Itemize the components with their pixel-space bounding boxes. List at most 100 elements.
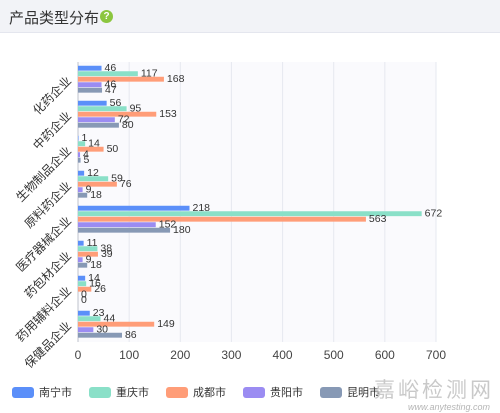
bar	[78, 152, 81, 158]
data-label: 76	[120, 178, 132, 190]
watermark-url: www.anytesting.com	[407, 402, 490, 412]
data-label: 95	[130, 103, 142, 115]
x-tick-label: 500	[324, 348, 344, 362]
bar	[78, 251, 98, 257]
bar	[78, 170, 85, 176]
data-label: 14	[88, 272, 100, 284]
data-label: 56	[110, 97, 122, 109]
bar	[78, 135, 79, 141]
legend-swatch	[166, 386, 188, 398]
data-label: 12	[87, 167, 99, 179]
x-tick-label: 700	[426, 348, 446, 362]
bar	[78, 141, 86, 147]
bar	[78, 122, 119, 128]
bar	[78, 117, 115, 123]
legend-item[interactable]: 重庆市	[89, 384, 149, 400]
data-label: 46	[105, 79, 117, 91]
data-label: 149	[157, 318, 175, 330]
data-label: 47	[105, 84, 117, 96]
data-label: 16	[89, 278, 101, 290]
bar	[78, 87, 103, 93]
bar	[78, 286, 92, 292]
data-label: 23	[93, 307, 105, 319]
data-label: 168	[167, 73, 185, 85]
bar	[78, 65, 102, 71]
legend-label: 重庆市	[116, 387, 149, 399]
bar	[78, 275, 86, 281]
bar	[78, 316, 101, 322]
legend-item[interactable]: 成都市	[166, 384, 226, 400]
data-label: 38	[100, 243, 112, 255]
x-tick-label: 600	[375, 348, 395, 362]
bar	[78, 157, 81, 163]
data-label: 0	[81, 294, 87, 306]
data-label: 563	[369, 213, 387, 225]
data-label: 18	[90, 259, 102, 271]
legend-label: 昆明市	[347, 387, 380, 399]
category-label: 化药企业	[30, 73, 75, 118]
legend-label: 成都市	[193, 387, 226, 399]
bar	[78, 321, 155, 327]
bar	[78, 146, 104, 152]
help-circle-icon[interactable]: ?	[100, 10, 113, 23]
panel-header: 产品类型分布 ?	[0, 0, 500, 33]
data-label: 5	[84, 154, 90, 166]
bar	[78, 76, 164, 82]
data-label: 180	[173, 224, 191, 236]
data-label: 59	[111, 173, 123, 185]
bar	[78, 205, 190, 211]
plot-background	[78, 62, 436, 342]
bar	[78, 71, 138, 77]
bar	[78, 216, 366, 222]
bar	[78, 181, 117, 187]
data-label: 18	[90, 189, 102, 201]
x-tick-label: 300	[221, 348, 241, 362]
data-label: 86	[125, 329, 137, 341]
x-tick-label: 200	[170, 348, 190, 362]
data-label: 44	[104, 313, 116, 325]
bar	[78, 222, 156, 228]
legend-item[interactable]: 昆明市	[320, 384, 380, 400]
data-label: 50	[107, 143, 119, 155]
legend-swatch	[243, 386, 265, 398]
bar	[78, 332, 122, 338]
data-label: 46	[105, 62, 117, 74]
bar	[78, 111, 157, 117]
bar	[78, 327, 94, 333]
legend-swatch	[320, 386, 342, 398]
bar	[78, 257, 83, 263]
bar	[78, 100, 107, 106]
data-label: 9	[86, 184, 92, 196]
bar	[78, 192, 88, 198]
bar	[78, 187, 83, 193]
data-label: 117	[141, 68, 158, 80]
watermark: 嘉峪检测网	[374, 378, 494, 402]
legend-swatch	[12, 386, 34, 398]
chart-legend: 南宁市 重庆市 成都市 贵阳市 昆明市	[12, 384, 397, 400]
data-label: 1	[82, 132, 88, 144]
data-label: 218	[192, 202, 210, 214]
bar	[78, 82, 102, 88]
legend-item[interactable]: 贵阳市	[243, 384, 303, 400]
data-label: 80	[122, 119, 134, 131]
bar	[78, 227, 171, 233]
legend-swatch	[89, 386, 111, 398]
bar	[78, 310, 90, 316]
bar	[78, 106, 127, 112]
bar	[78, 281, 87, 287]
bar	[78, 211, 422, 217]
legend-item[interactable]: 南宁市	[12, 384, 72, 400]
bar	[78, 246, 98, 252]
data-label: 11	[87, 237, 98, 249]
data-label: 672	[425, 208, 443, 220]
x-tick-label: 0	[75, 348, 82, 362]
panel-title: 产品类型分布	[9, 10, 100, 27]
data-label: 4	[83, 149, 89, 161]
data-label: 153	[159, 108, 177, 120]
data-label: 0	[81, 289, 87, 301]
bar	[78, 176, 109, 182]
data-label: 9	[86, 254, 92, 266]
x-tick-label: 100	[119, 348, 139, 362]
data-label: 39	[101, 248, 113, 260]
